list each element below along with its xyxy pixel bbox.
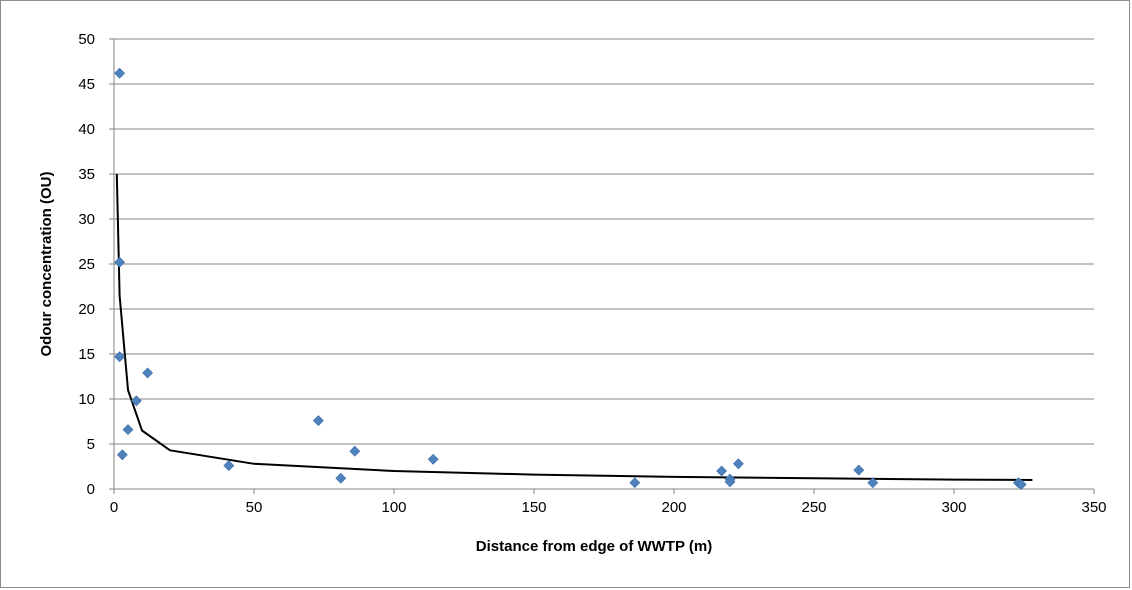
- y-tick-label: 40: [78, 121, 95, 138]
- y-tick-label: 15: [78, 346, 95, 363]
- x-axis-title: Distance from edge of WWTP (m): [476, 538, 712, 555]
- x-tick-label: 150: [521, 499, 546, 516]
- y-axis-title: Odour concentration (OU): [38, 172, 55, 357]
- y-tick-label: 5: [87, 436, 95, 453]
- data-point: [114, 351, 126, 363]
- data-point: [716, 465, 728, 477]
- data-point: [1015, 479, 1027, 490]
- data-point: [114, 67, 126, 79]
- data-point: [724, 476, 736, 488]
- data-point: [122, 424, 134, 436]
- data-point: [427, 453, 439, 465]
- x-tick-label: 0: [110, 499, 118, 516]
- data-points: [114, 67, 1027, 490]
- y-tick-label: 10: [78, 391, 95, 408]
- data-point: [349, 445, 361, 457]
- data-point: [142, 367, 154, 379]
- y-tick-label: 50: [78, 31, 95, 48]
- data-point: [867, 477, 879, 489]
- y-tick-label: 30: [78, 211, 95, 228]
- y-tick-label: 0: [87, 481, 95, 498]
- data-point: [130, 395, 142, 407]
- data-point: [116, 449, 128, 461]
- y-tick-label: 20: [78, 301, 95, 318]
- x-tick-label: 50: [246, 499, 263, 516]
- x-tick-labels: 0 50 100 150 200 250 300 350: [110, 489, 1107, 516]
- y-tick-labels: 0 5 10 15 20 25 30 35 40 45 50: [78, 31, 114, 498]
- y-tick-label: 35: [78, 166, 95, 183]
- data-point: [312, 415, 324, 427]
- data-point: [853, 464, 865, 476]
- x-tick-label: 300: [941, 499, 966, 516]
- data-point: [629, 477, 641, 489]
- y-tick-label: 45: [78, 76, 95, 93]
- gridlines: [114, 38, 1094, 445]
- x-tick-label: 100: [381, 499, 406, 516]
- data-point: [732, 458, 744, 470]
- data-point: [335, 472, 347, 484]
- data-point: [223, 460, 235, 472]
- x-tick-label: 200: [661, 499, 686, 516]
- trendline: [115, 173, 1033, 481]
- data-point: [114, 256, 126, 268]
- x-tick-label: 350: [1081, 499, 1106, 516]
- y-tick-label: 25: [78, 256, 95, 273]
- x-tick-label: 250: [801, 499, 826, 516]
